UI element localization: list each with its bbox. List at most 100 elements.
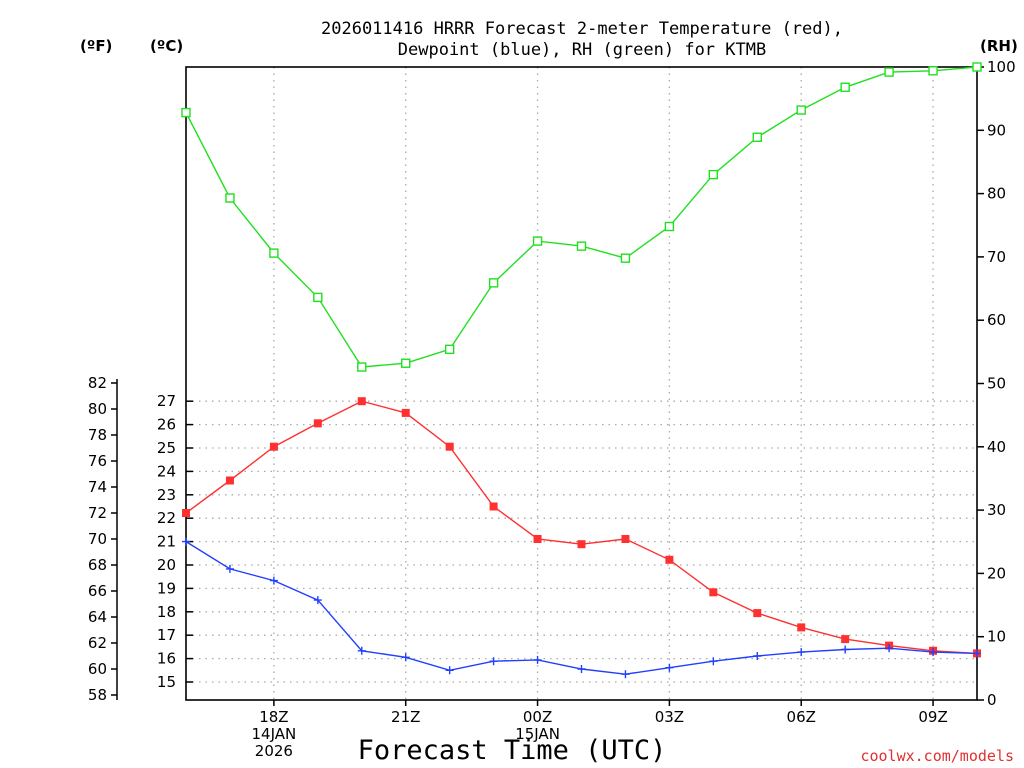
temperature-point bbox=[797, 623, 806, 632]
temperature-point bbox=[401, 408, 410, 417]
site-credit: coolwx.com/models bbox=[860, 747, 1014, 765]
series-rh bbox=[181, 62, 982, 372]
temperature-point bbox=[533, 535, 542, 543]
plot-frame bbox=[185, 66, 978, 701]
rh-tick-label: 50 bbox=[987, 375, 1006, 393]
data-series bbox=[181, 62, 982, 679]
axes: 58 60 62 64 66 68 70 72 74 76 78 80 82 15 16 17 18 19 20 21… bbox=[88, 58, 1016, 709]
fahrenheit-tick-label: 80 bbox=[88, 400, 107, 418]
temperature-point bbox=[225, 476, 234, 485]
dewpoint-point bbox=[929, 648, 938, 657]
rh-point bbox=[928, 66, 938, 76]
rh-point bbox=[840, 82, 850, 92]
x-tick-label: 15JAN bbox=[515, 725, 560, 743]
fahrenheit-tick-label: 70 bbox=[88, 530, 107, 548]
rh-point bbox=[884, 67, 894, 77]
dewpoint-point bbox=[269, 576, 278, 585]
temperature-point bbox=[709, 588, 718, 597]
temperature-point bbox=[841, 635, 850, 644]
temperature-point bbox=[577, 540, 586, 549]
temperature-point bbox=[445, 442, 454, 451]
rh-point bbox=[313, 292, 323, 303]
x-tick-label: 18Z bbox=[259, 708, 288, 726]
dewpoint-point bbox=[709, 657, 718, 666]
rh-tick-label: 70 bbox=[987, 248, 1006, 266]
rh-point bbox=[444, 344, 455, 355]
rh-tick-label: 80 bbox=[987, 185, 1006, 203]
celsius-tick-label: 15 bbox=[157, 673, 176, 691]
rh-point bbox=[532, 236, 543, 246]
dewpoint-point bbox=[841, 645, 850, 654]
celsius-tick-label: 16 bbox=[157, 650, 176, 668]
rh-point bbox=[752, 132, 762, 142]
rh-point bbox=[796, 105, 806, 115]
dewpoint-point bbox=[753, 652, 762, 660]
dewpoint-point bbox=[313, 596, 322, 605]
series-dewpoint bbox=[182, 537, 981, 679]
x-axis-title: Forecast Time (UTC) bbox=[358, 735, 667, 766]
rh-point bbox=[401, 358, 411, 368]
temperature-point bbox=[489, 502, 498, 511]
dewpoint-point bbox=[973, 649, 981, 658]
dewpoint-point bbox=[182, 537, 190, 546]
temperature-point bbox=[621, 535, 630, 543]
dewpoint-point bbox=[621, 670, 630, 679]
celsius-tick-label: 19 bbox=[157, 579, 176, 597]
fahrenheit-tick-label: 66 bbox=[88, 582, 107, 600]
chart-title-line2: Dewpoint (blue), RH (green) for KTMB bbox=[398, 40, 766, 60]
x-tick-label: 09Z bbox=[918, 708, 947, 726]
rh-line bbox=[185, 66, 978, 368]
rh-tick-label: 0 bbox=[987, 691, 997, 709]
rh-point bbox=[664, 221, 675, 232]
rh-point bbox=[181, 107, 191, 118]
x-tick-label: 21Z bbox=[391, 708, 420, 726]
celsius-axis-label: (ºC) bbox=[150, 37, 183, 55]
dewpoint-point bbox=[885, 644, 894, 653]
dewpoint-point bbox=[533, 655, 542, 664]
celsius-tick-label: 27 bbox=[157, 392, 176, 410]
dewpoint-point bbox=[489, 657, 498, 666]
fahrenheit-tick-label: 78 bbox=[88, 426, 107, 444]
rh-tick-label: 90 bbox=[987, 121, 1006, 139]
fahrenheit-tick-label: 58 bbox=[88, 686, 107, 704]
rh-point bbox=[269, 248, 279, 258]
celsius-tick-label: 24 bbox=[157, 462, 176, 480]
rh-point bbox=[225, 193, 235, 203]
rh-point bbox=[357, 362, 367, 372]
rh-axis-label: (RH) bbox=[980, 37, 1018, 55]
dewpoint-point bbox=[225, 564, 234, 573]
rh-tick-label: 10 bbox=[987, 628, 1006, 646]
celsius-tick-label: 22 bbox=[157, 509, 176, 527]
x-tick-label: 14JAN bbox=[252, 725, 297, 743]
temperature-point bbox=[182, 509, 190, 517]
celsius-tick-label: 26 bbox=[157, 416, 176, 434]
rh-tick-label: 30 bbox=[987, 501, 1006, 519]
rh-tick-label: 100 bbox=[987, 58, 1016, 76]
x-tick-label: 2026 bbox=[255, 742, 293, 760]
rh-tick-label: 20 bbox=[987, 564, 1006, 582]
x-tick-label: 00Z bbox=[523, 708, 552, 726]
temperature-point bbox=[753, 609, 762, 618]
fahrenheit-tick-label: 68 bbox=[88, 556, 107, 574]
gridlines bbox=[186, 67, 977, 700]
temperature-point bbox=[313, 419, 322, 428]
fahrenheit-axis-label: (ºF) bbox=[80, 37, 112, 55]
temperature-line bbox=[185, 400, 978, 655]
dewpoint-point bbox=[401, 653, 410, 662]
celsius-tick-label: 21 bbox=[157, 533, 176, 551]
celsius-tick-label: 20 bbox=[157, 556, 176, 574]
temperature-point bbox=[665, 555, 674, 564]
dewpoint-point bbox=[797, 648, 806, 657]
fahrenheit-tick-label: 76 bbox=[88, 452, 107, 470]
fahrenheit-tick-label: 74 bbox=[88, 478, 107, 496]
fahrenheit-tick-label: 64 bbox=[88, 608, 107, 626]
dewpoint-point bbox=[577, 665, 586, 673]
fahrenheit-tick-label: 82 bbox=[88, 374, 107, 392]
rh-point bbox=[488, 278, 499, 288]
celsius-tick-label: 18 bbox=[157, 603, 176, 621]
fahrenheit-tick-label: 72 bbox=[88, 504, 107, 522]
celsius-tick-label: 23 bbox=[157, 486, 176, 504]
rh-point bbox=[620, 253, 631, 263]
